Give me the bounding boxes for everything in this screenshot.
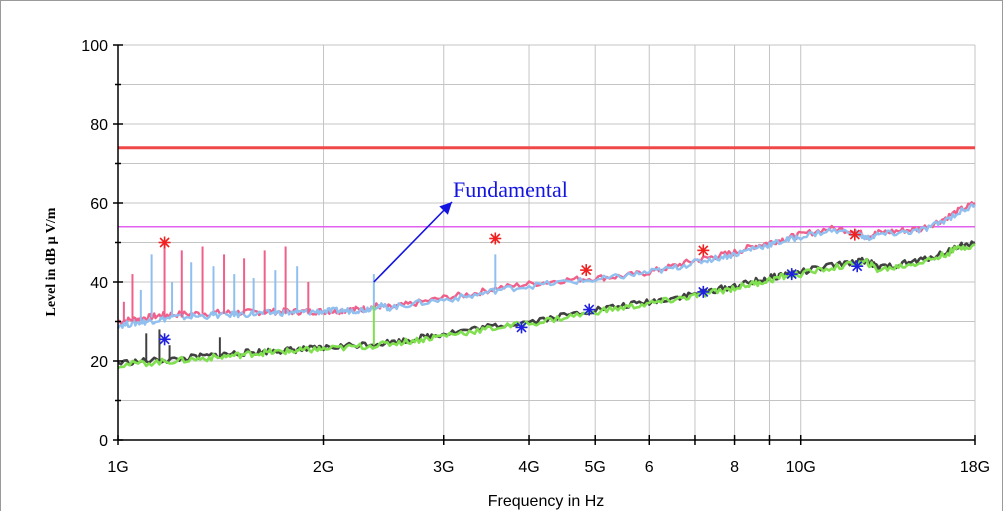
- x-tick-label: 3G: [433, 459, 454, 476]
- x-tick-label: 10G: [786, 459, 816, 476]
- marker-stroke: [849, 229, 860, 240]
- marker-stroke: [490, 233, 501, 244]
- marker-stroke: [584, 304, 595, 315]
- tick-labels: 0 20 40 60 80 100 1G 2G 3G 4G 5G 6 8 10G 18G: [81, 38, 990, 476]
- annotation: Fundamental: [373, 177, 568, 283]
- x-tick-label: 4G: [518, 459, 539, 476]
- x-tick-label: 6: [645, 459, 654, 476]
- y-tick-label: 40: [90, 275, 108, 292]
- marker: [158, 333, 171, 346]
- series-group: [116, 201, 976, 370]
- marker-group: [158, 228, 864, 346]
- y-tick-label: 80: [90, 117, 108, 134]
- marker: [785, 268, 798, 281]
- x-tick-label: 8: [730, 459, 739, 476]
- grid: [117, 44, 976, 440]
- marker: [515, 321, 528, 334]
- y-tick-label: 100: [81, 38, 108, 55]
- marker: [489, 232, 502, 245]
- x-tick-label: 5G: [585, 459, 606, 476]
- marker: [158, 236, 171, 249]
- series-line: [117, 240, 976, 367]
- marker-stroke: [786, 269, 797, 280]
- marker: [697, 244, 710, 257]
- annotation-arrowhead: [439, 202, 452, 215]
- x-tick-label: 2G: [313, 459, 334, 476]
- x-tick-label: 18G: [960, 459, 990, 476]
- annotation-label: Fundamental: [453, 177, 568, 202]
- marker-stroke: [698, 286, 709, 297]
- y-tick-label: 0: [99, 433, 108, 450]
- marker: [697, 285, 710, 298]
- marker: [848, 228, 861, 241]
- series-line: [117, 201, 976, 325]
- marker: [583, 303, 596, 316]
- marker-stroke: [159, 237, 170, 248]
- y-tick-label: 20: [90, 354, 108, 371]
- spike-group: [122, 242, 497, 361]
- marker-stroke: [698, 245, 709, 256]
- x-axis-label: Frequency in Hz: [488, 493, 605, 510]
- marker-stroke: [852, 261, 863, 272]
- marker: [580, 264, 593, 277]
- x-tick-label: 1G: [107, 459, 128, 476]
- series-line: [117, 243, 976, 370]
- marker-stroke: [159, 334, 170, 345]
- y-axis-label: Level in dB µ V/m: [44, 207, 59, 316]
- axes: [113, 44, 976, 445]
- marker: [851, 260, 864, 273]
- annotation-arrow: [373, 201, 453, 283]
- y-tick-label: 60: [90, 196, 108, 213]
- marker-stroke: [581, 265, 592, 276]
- marker-stroke: [516, 322, 527, 333]
